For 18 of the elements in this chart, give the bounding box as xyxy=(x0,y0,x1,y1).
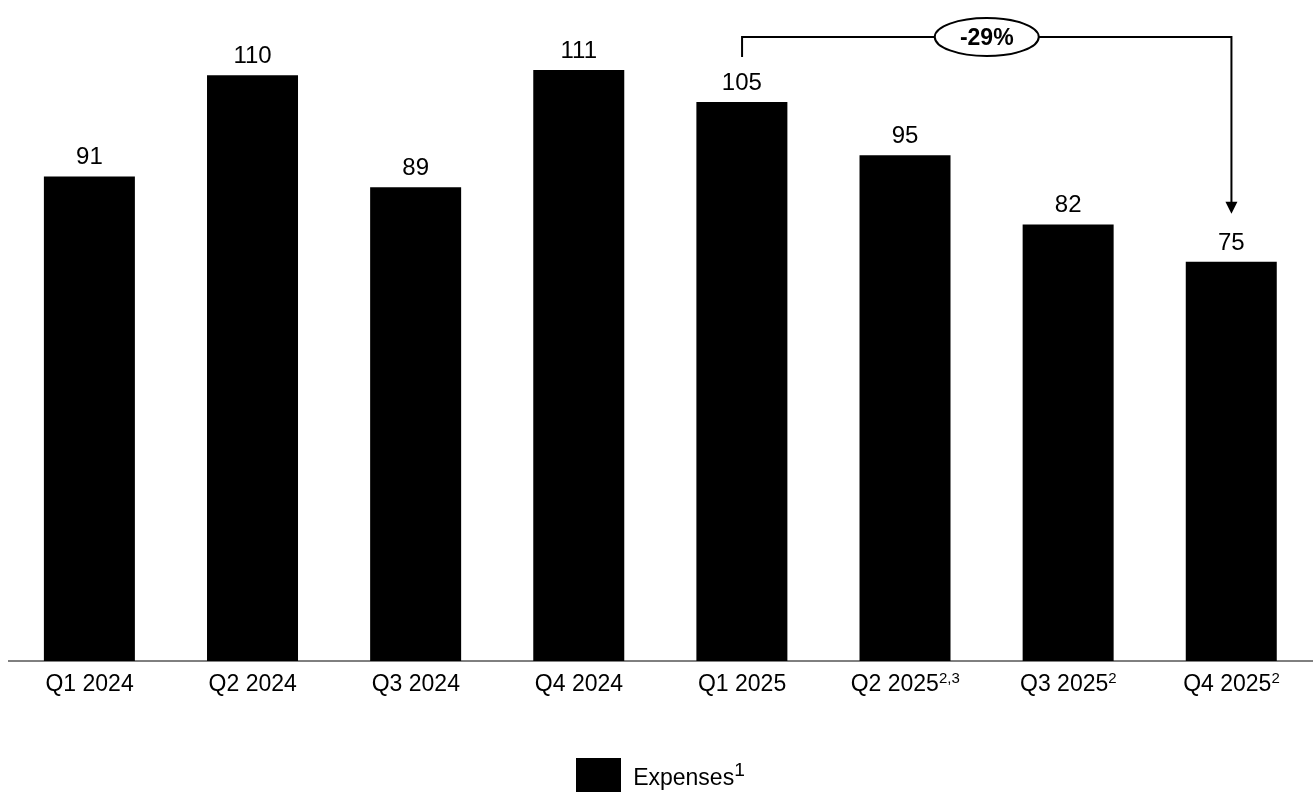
text: -29% xyxy=(959,24,1014,50)
x-tick-label: Q4 2024 xyxy=(534,670,624,696)
legend-label: Expenses$^{1}$ xyxy=(633,759,745,791)
data-label: 111 xyxy=(560,36,597,63)
data-label: 110 xyxy=(233,41,272,69)
data-label: 105 xyxy=(721,67,762,95)
data-label: 75 xyxy=(1217,227,1245,255)
x-tick-label: Q4 2025$^{2}$ xyxy=(1183,668,1280,696)
x-tick-label: Q2 2024 xyxy=(208,670,298,696)
x-tick-label: Q1 2025 xyxy=(697,670,787,696)
data-label: 82 xyxy=(1054,190,1082,218)
x-tick-label: Q1 2024 xyxy=(45,670,134,696)
x-tick-label: Q3 2025$^{2}$ xyxy=(1020,668,1117,696)
x-tick-label: Q2 2025$^{2,3}$ xyxy=(850,668,960,696)
data-label: 95 xyxy=(891,121,919,149)
x-tick-label: Q3 2024 xyxy=(371,670,461,696)
data-label: 91 xyxy=(76,142,103,170)
data-label: 89 xyxy=(402,153,429,181)
